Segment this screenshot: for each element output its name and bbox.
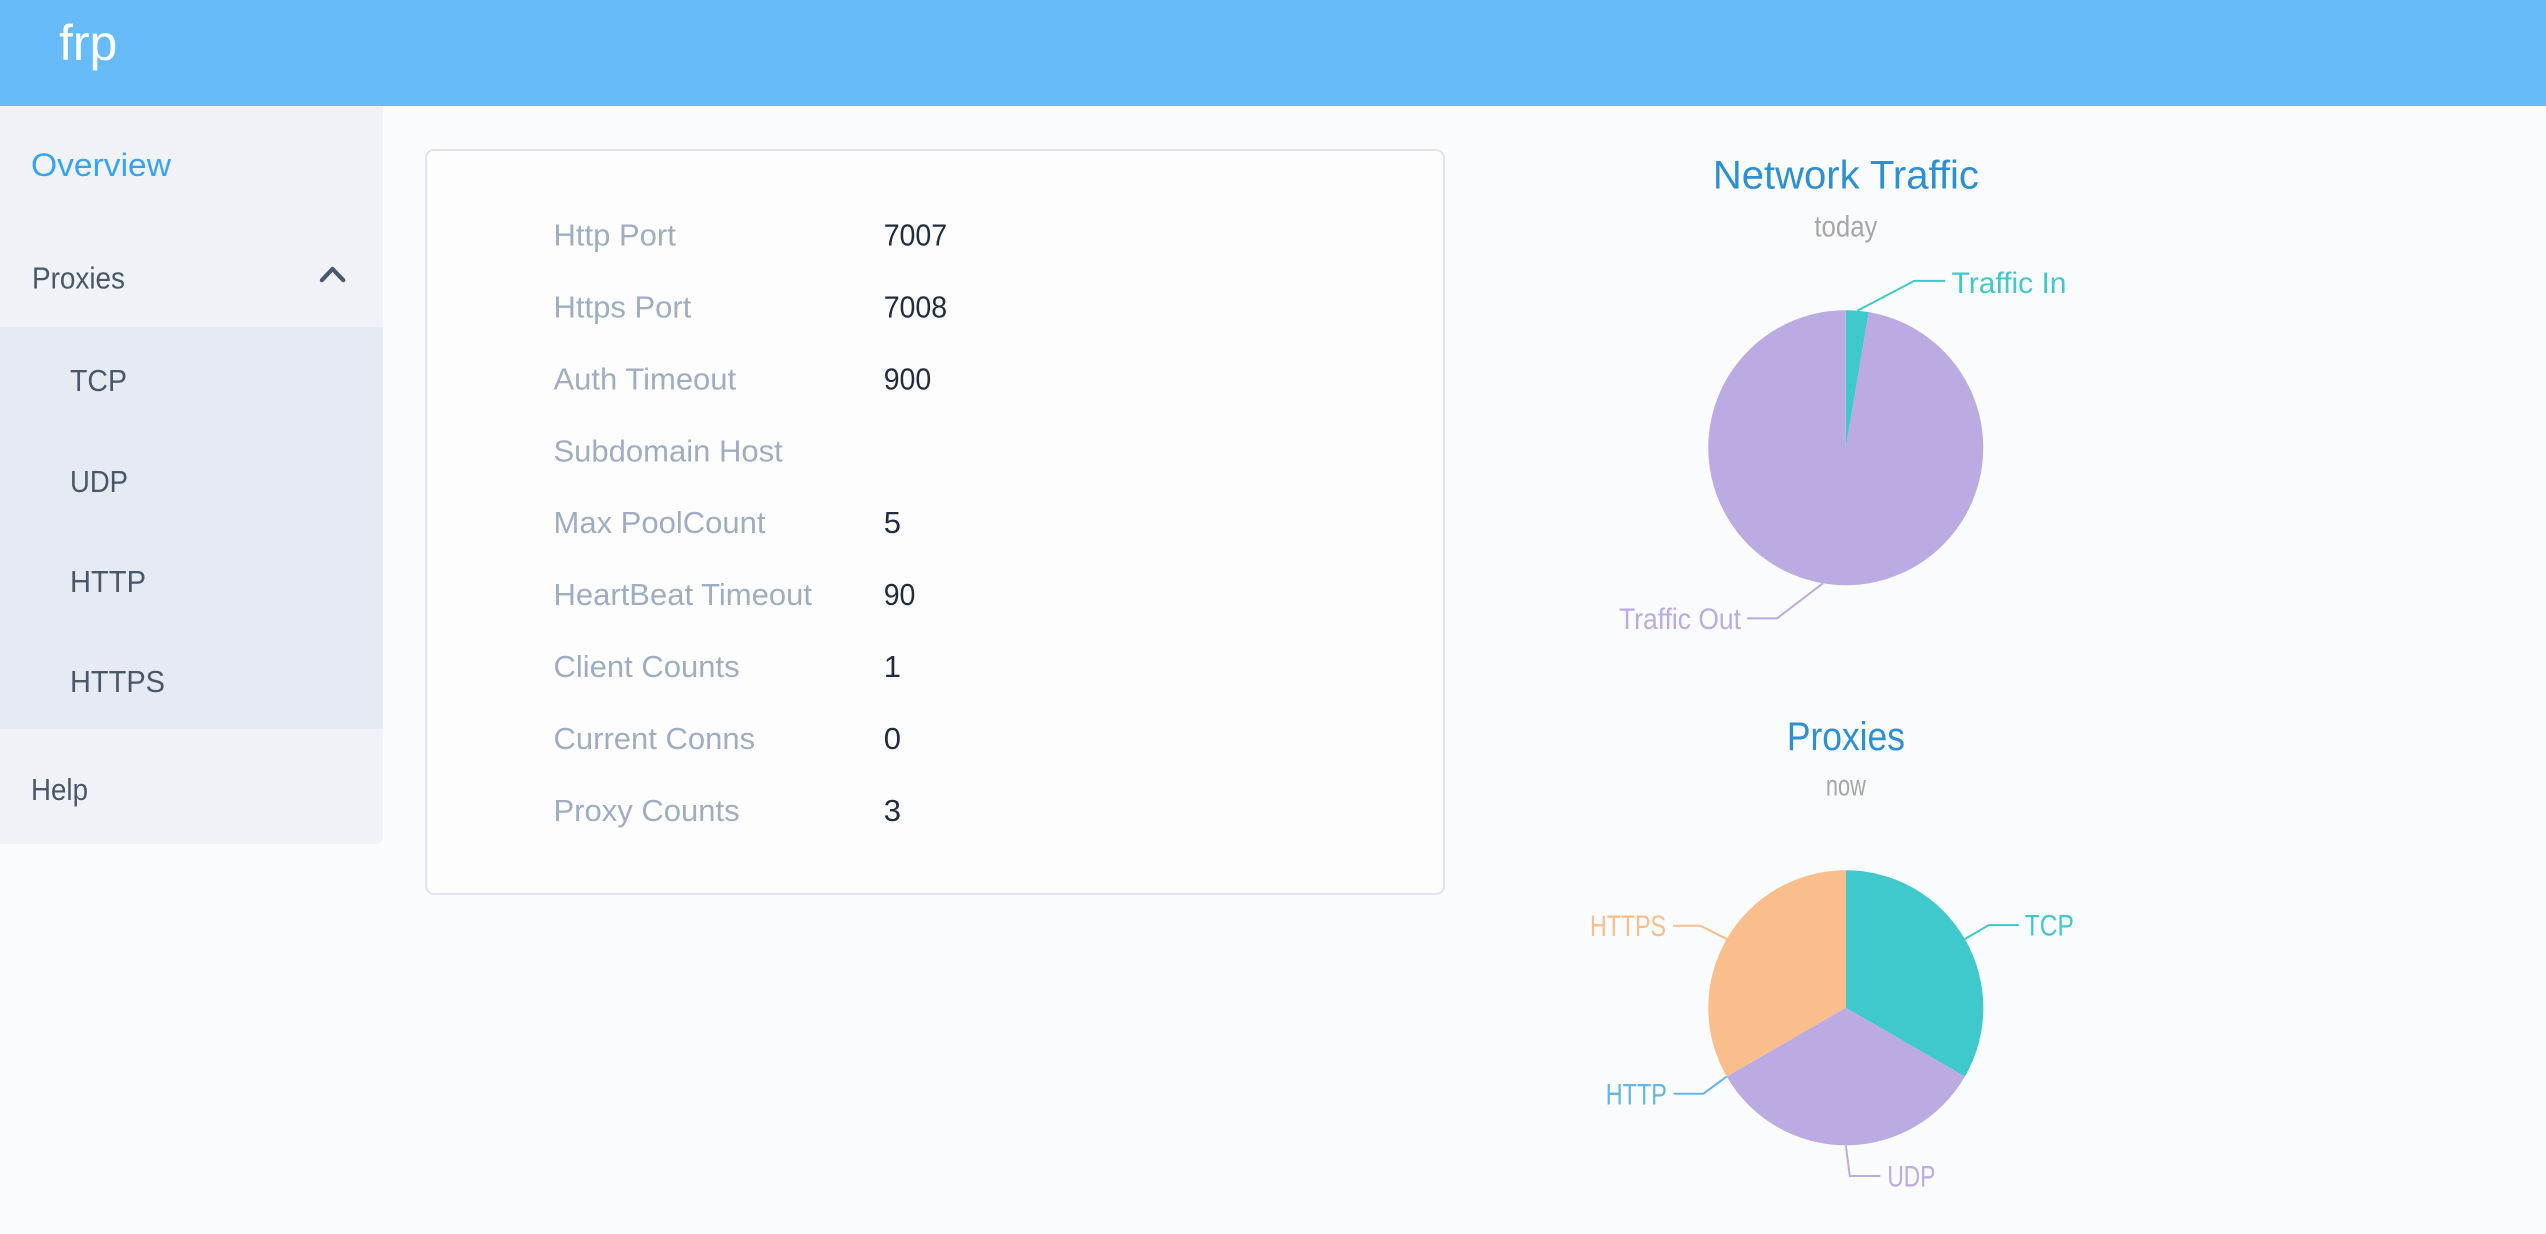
svg-text:UDP: UDP: [70, 464, 128, 499]
svg-text:Network Traffic: Network Traffic: [1713, 154, 1979, 198]
svg-text:Proxies: Proxies: [32, 261, 125, 296]
svg-text:Current Conns: Current Conns: [554, 721, 756, 756]
svg-text:today: today: [1814, 210, 1877, 243]
svg-text:HTTPS: HTTPS: [1590, 910, 1666, 943]
svg-text:Https Port: Https Port: [554, 290, 692, 325]
svg-text:Overview: Overview: [31, 147, 172, 183]
svg-text:7008: 7008: [884, 290, 948, 325]
svg-text:HTTP: HTTP: [1606, 1078, 1667, 1111]
svg-text:now: now: [1826, 770, 1866, 803]
svg-text:0: 0: [884, 721, 901, 756]
svg-text:1: 1: [884, 649, 901, 684]
svg-text:Client Counts: Client Counts: [554, 649, 740, 684]
svg-text:Traffic In: Traffic In: [1952, 267, 2067, 300]
svg-text:TCP: TCP: [2025, 910, 2074, 943]
svg-text:Proxy Counts: Proxy Counts: [554, 793, 740, 828]
svg-text:Proxies: Proxies: [1787, 715, 1905, 759]
svg-text:UDP: UDP: [1887, 1161, 1935, 1194]
svg-text:Help: Help: [31, 772, 88, 807]
svg-text:TCP: TCP: [70, 363, 127, 398]
svg-text:900: 900: [884, 361, 932, 396]
svg-text:90: 90: [884, 577, 916, 612]
svg-text:Auth Timeout: Auth Timeout: [554, 361, 737, 396]
svg-text:7007: 7007: [884, 218, 948, 253]
svg-text:Max PoolCount: Max PoolCount: [554, 505, 766, 540]
svg-text:HeartBeat Timeout: HeartBeat Timeout: [554, 577, 813, 612]
svg-text:3: 3: [884, 793, 901, 828]
svg-text:frp: frp: [59, 15, 117, 71]
svg-text:HTTPS: HTTPS: [70, 664, 165, 699]
svg-text:Traffic Out: Traffic Out: [1619, 603, 1742, 636]
svg-text:Http Port: Http Port: [554, 218, 677, 253]
svg-text:Subdomain Host: Subdomain Host: [554, 433, 784, 468]
svg-text:HTTP: HTTP: [70, 564, 146, 599]
svg-text:5: 5: [884, 505, 901, 540]
